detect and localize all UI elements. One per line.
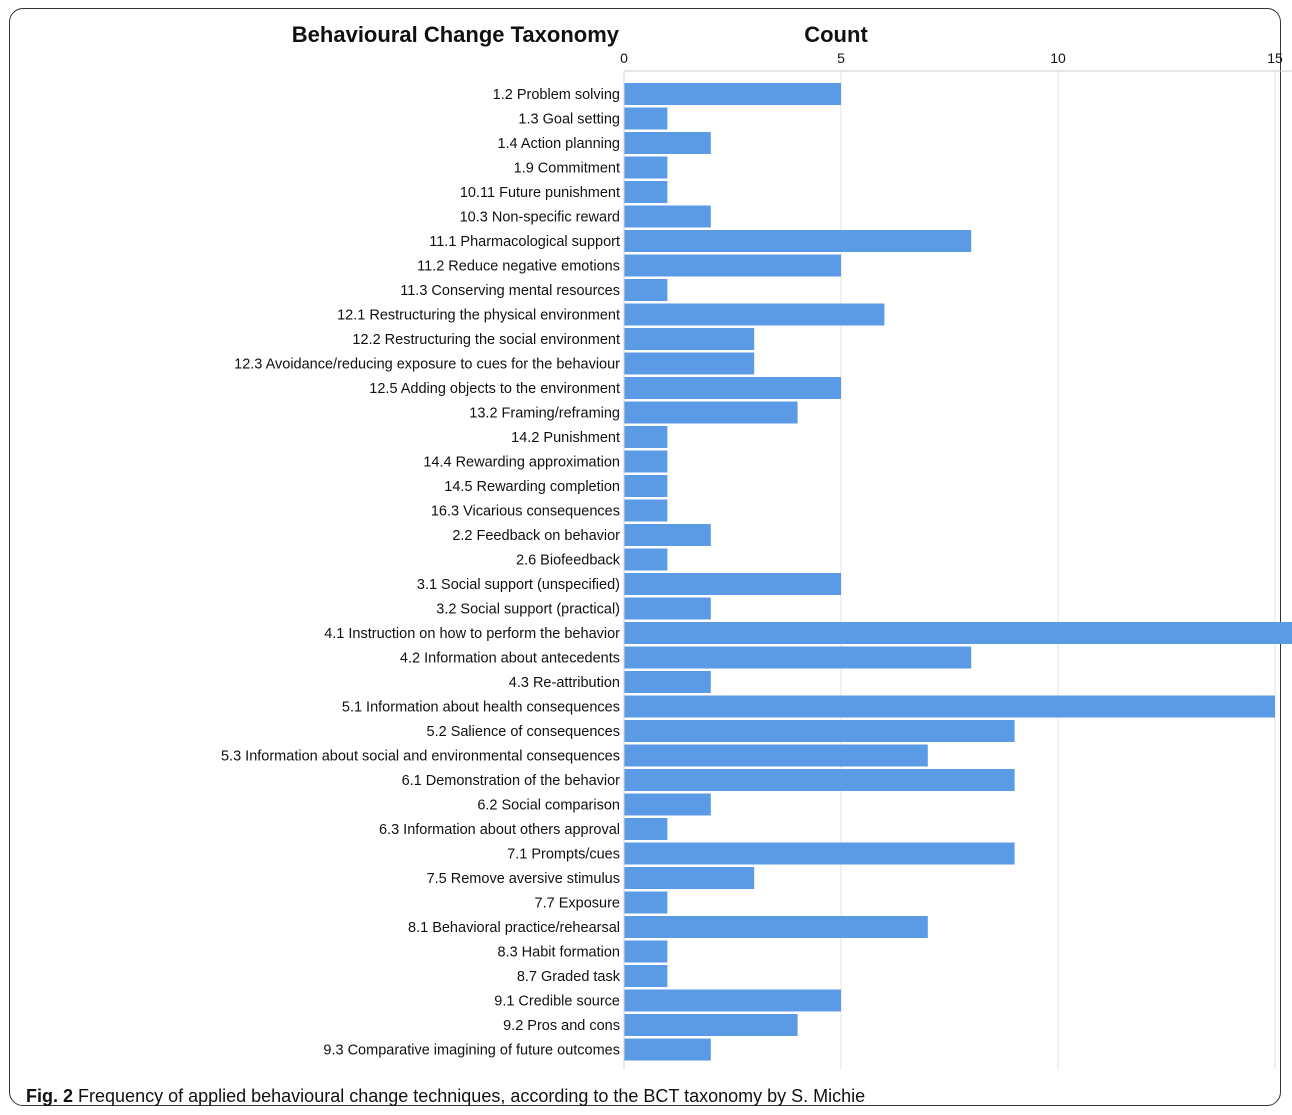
bar xyxy=(624,646,972,669)
bar xyxy=(624,279,668,301)
category-label: 16.3 Vicarious consequences xyxy=(431,504,620,520)
category-label: 7.7 Exposure xyxy=(535,896,620,912)
category-label: 8.1 Behavioral practice/rehearsal xyxy=(408,920,620,936)
figure-frame xyxy=(9,8,1281,1106)
category-label: 5.1 Information about health consequence… xyxy=(342,700,620,716)
bar xyxy=(624,989,841,1012)
bar xyxy=(624,328,755,350)
bar xyxy=(624,475,668,497)
bar xyxy=(624,940,668,963)
bar xyxy=(624,83,841,105)
category-label: 4.2 Information about antecedents xyxy=(400,651,620,667)
bar xyxy=(624,450,668,473)
category-label: 12.2 Restructuring the social environmen… xyxy=(352,332,620,348)
bar xyxy=(624,230,972,252)
bar-chart: Behavioural Change Taxonomy Count 0 5 10 15… xyxy=(221,22,1292,1070)
bar xyxy=(624,156,668,179)
bar xyxy=(624,254,841,277)
category-labels: 1.2 Problem solving 1.3 Goal setting 1.4 A… xyxy=(221,87,621,1059)
category-label: 2.6 Biofeedback xyxy=(516,553,621,569)
bar xyxy=(624,891,668,914)
category-label: 3.2 Social support (practical) xyxy=(436,602,620,618)
bar xyxy=(624,769,1015,791)
category-label: 12.1 Restructuring the physical environm… xyxy=(337,308,620,324)
figure-caption: Fig. 2 Frequency of applied behavioural … xyxy=(26,1086,865,1107)
bar xyxy=(624,622,1292,644)
category-label: 4.3 Re-attribution xyxy=(509,675,620,691)
bar xyxy=(624,401,798,424)
bar xyxy=(624,499,668,522)
category-label: 1.2 Problem solving xyxy=(493,87,620,103)
category-label: 7.1 Prompts/cues xyxy=(507,847,620,863)
bar xyxy=(624,842,1015,865)
bar xyxy=(624,303,885,326)
category-label: 6.1 Demonstration of the behavior xyxy=(402,773,621,789)
bar xyxy=(624,720,1015,742)
x-tick-labels: 05101520 xyxy=(620,50,1283,66)
category-label: 13.2 Framing/reframing xyxy=(469,406,620,422)
category-label: 10.3 Non-specific reward xyxy=(460,210,620,226)
category-label: 5.2 Salience of consequences xyxy=(427,724,620,740)
category-label: 14.2 Punishment xyxy=(511,430,620,446)
category-label: 1.3 Goal setting xyxy=(518,112,620,128)
category-label: 8.7 Graded task xyxy=(517,969,621,985)
category-label: 10.11 Future punishment xyxy=(460,185,620,201)
category-label: 7.5 Remove aversive stimulus xyxy=(427,871,620,887)
x-tick-label-5: 5 xyxy=(837,50,845,66)
bar xyxy=(624,524,711,546)
bar xyxy=(624,818,668,840)
bar xyxy=(624,867,755,889)
bar xyxy=(624,132,711,154)
bar xyxy=(624,377,841,399)
category-label: 5.3 Information about social and environ… xyxy=(221,749,620,765)
x-tick-label-15: 15 xyxy=(1267,50,1283,66)
category-label: 11.2 Reduce negative emotions xyxy=(417,259,620,275)
bar xyxy=(624,426,668,448)
bar xyxy=(624,1038,711,1061)
caption-label: Fig. 2 xyxy=(26,1086,74,1106)
caption-text: Frequency of applied behavioural change … xyxy=(78,1086,866,1106)
category-label: 8.3 Habit formation xyxy=(497,945,620,961)
bar xyxy=(624,671,711,693)
category-label: 4.1 Instruction on how to perform the be… xyxy=(324,626,620,642)
category-label: 14.4 Rewarding approximation xyxy=(423,455,620,471)
category-label: 12.5 Adding objects to the environment xyxy=(369,381,620,397)
category-label: 12.3 Avoidance/reducing exposure to cues… xyxy=(234,357,620,373)
category-label: 9.3 Comparative imagining of future outc… xyxy=(323,1043,620,1059)
bar xyxy=(624,744,928,767)
category-label: 1.9 Commitment xyxy=(514,161,620,177)
bar xyxy=(624,352,755,375)
category-label: 6.2 Social comparison xyxy=(477,798,620,814)
category-label: 9.1 Credible source xyxy=(494,994,620,1010)
category-label: 14.5 Rewarding completion xyxy=(444,479,620,495)
bar xyxy=(624,916,928,938)
bar xyxy=(624,107,668,130)
category-label: 2.2 Feedback on behavior xyxy=(452,528,620,544)
bar xyxy=(624,548,668,571)
category-label: 6.3 Information about others approval xyxy=(379,822,620,838)
category-label: 3.1 Social support (unspecified) xyxy=(417,577,620,593)
bar xyxy=(624,573,841,595)
category-header: Behavioural Change Taxonomy xyxy=(292,22,620,47)
bar xyxy=(624,965,668,987)
category-label: 9.2 Pros and cons xyxy=(503,1018,620,1034)
bar xyxy=(624,597,711,620)
category-label: 11.1 Pharmacological support xyxy=(429,234,620,250)
x-tick-label-0: 0 xyxy=(620,50,628,66)
bar xyxy=(624,793,711,816)
x-tick-label-10: 10 xyxy=(1050,50,1066,66)
bar xyxy=(624,1014,798,1036)
category-label: 1.4 Action planning xyxy=(497,136,620,152)
value-header: Count xyxy=(804,22,868,47)
bar xyxy=(624,181,668,203)
bar xyxy=(624,205,711,228)
category-label: 11.3 Conserving mental resources xyxy=(400,283,620,299)
bars xyxy=(623,71,1292,1070)
bar xyxy=(624,695,1275,718)
